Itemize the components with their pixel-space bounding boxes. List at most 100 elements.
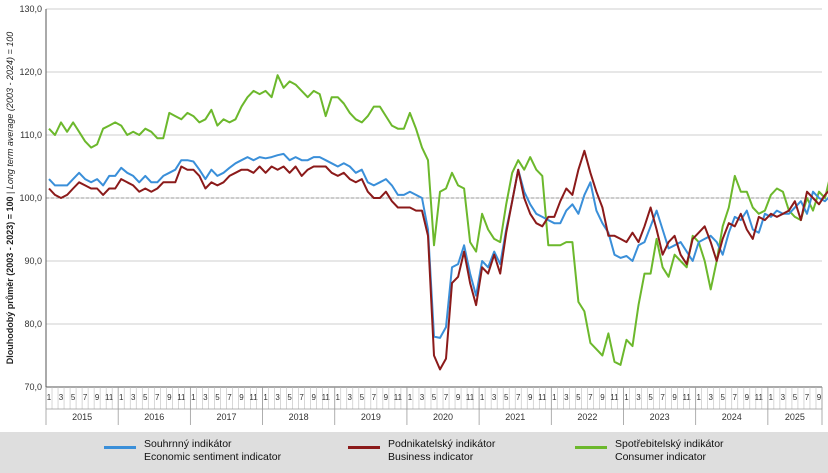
x-month-label: 5	[215, 393, 220, 402]
x-month-label: 7	[733, 393, 738, 402]
x-month-label: 1	[119, 393, 124, 402]
legend-swatch-business	[348, 446, 380, 449]
x-month-label: 7	[83, 393, 88, 402]
x-month-label: 9	[817, 393, 822, 402]
y-tick-label: 100,0	[19, 193, 42, 203]
x-month-label: 1	[336, 393, 341, 402]
x-month-label: 7	[299, 393, 304, 402]
x-month-label: 1	[769, 393, 774, 402]
x-year-label: 2024	[722, 412, 742, 422]
y-axis-label: Dlouhodobý průměr (2003 - 2023) = 100 | …	[5, 32, 15, 365]
line-chart: 1 3 5 7 9 11 1 3 5 7 9 11 1 3 5 7 9 11 1 3 5 7 9 11 1 3 5 7 9 11 1 3 5 7 9…	[5, 4, 828, 425]
y-tick-label: 110,0	[20, 130, 42, 140]
x-month-label: 9	[528, 393, 533, 402]
x-month-label: 5	[793, 393, 798, 402]
x-month-label: 9	[311, 393, 316, 402]
x-month-label: 1	[696, 393, 701, 402]
x-month-label: 1	[480, 393, 485, 402]
x-month-label: 5	[432, 393, 437, 402]
x-year-label: 2023	[650, 412, 670, 422]
grid	[46, 8, 822, 325]
x-month-label: 7	[155, 393, 160, 402]
x-month-label: 3	[564, 393, 569, 402]
x-year-label: 2018	[289, 412, 309, 422]
x-month-label: 5	[360, 393, 365, 402]
x-month-label: 1	[552, 393, 557, 402]
y-axis: 70,0 80,0 90,0 100,0 110,0 120,0 130,0	[19, 4, 47, 392]
y-axis-label-en: Long term average (2003 - 2024) = 100	[5, 32, 15, 189]
x-month-label: 5	[576, 393, 581, 402]
x-month-label: 3	[492, 393, 497, 402]
x-month-label: 3	[203, 393, 208, 402]
x-month-label: 9	[167, 393, 172, 402]
x-year-label: 2017	[216, 412, 236, 422]
x-month-label: 7	[805, 393, 810, 402]
x-month-label: 3	[708, 393, 713, 402]
legend-label-en: Economic sentiment indicator	[144, 451, 282, 463]
x-month-label: 7	[516, 393, 521, 402]
x-month-label: 3	[59, 393, 64, 402]
x-month-label: 7	[660, 393, 665, 402]
x-month-label: 11	[105, 393, 114, 402]
x-month-label: 1	[47, 393, 52, 402]
x-month-label: 3	[348, 393, 353, 402]
x-month-label: 11	[249, 393, 258, 402]
x-month-label: 9	[456, 393, 461, 402]
series-line-business	[48, 149, 828, 371]
legend-label-en: Consumer indicator	[615, 451, 707, 463]
x-month-label: 9	[95, 393, 100, 402]
x-month-label: 5	[143, 393, 148, 402]
x-year-label: 2021	[505, 412, 525, 422]
legend-text-business: Podnikatelský indikátor Business indicat…	[388, 438, 495, 464]
x-month-label: 9	[239, 393, 244, 402]
x-month-label: 3	[781, 393, 786, 402]
x-month-label: 11	[755, 393, 764, 402]
y-axis-label-sep: |	[5, 189, 15, 196]
x-month-label: 7	[372, 393, 377, 402]
x-month-label: 9	[384, 393, 389, 402]
x-year-label: 2022	[577, 412, 597, 422]
legend-text-economic: Souhrnný indikátor Economic sentiment in…	[144, 438, 281, 464]
x-month-label: 5	[71, 393, 76, 402]
x-month-label: 9	[600, 393, 605, 402]
x-month-label: 5	[721, 393, 726, 402]
x-month-label: 7	[227, 393, 232, 402]
x-month-label: 1	[191, 393, 196, 402]
y-tick-label: 130,0	[19, 4, 42, 14]
y-tick-label: 70,0	[24, 382, 42, 392]
x-year-label: 2015	[72, 412, 92, 422]
x-month-label: 11	[322, 393, 331, 402]
series-line-economic	[48, 152, 828, 339]
x-month-label: 9	[745, 393, 750, 402]
x-month-label: 11	[538, 393, 547, 402]
x-month-label: 5	[287, 393, 292, 402]
legend-label-cz: Podnikatelský indikátor	[388, 438, 496, 450]
x-month-label: 11	[610, 393, 619, 402]
legend-swatch-economic	[104, 446, 136, 449]
series-lines	[48, 74, 828, 371]
x-year-label: 2019	[361, 412, 381, 422]
x-month-label: 5	[648, 393, 653, 402]
y-axis-label-cz: Dlouhodobý průměr (2003 - 2023) = 100	[5, 196, 15, 364]
legend-label-cz: Spotřebitelský indikátor	[615, 438, 724, 450]
x-month-label: 3	[275, 393, 280, 402]
x-month-label: 5	[504, 393, 509, 402]
x-year-label: 2016	[144, 412, 164, 422]
x-month-label: 7	[444, 393, 449, 402]
x-year-label: 2020	[433, 412, 453, 422]
x-month-label: 11	[177, 393, 186, 402]
y-tick-label: 80,0	[24, 319, 42, 329]
series-line-consumer	[48, 74, 828, 366]
x-year-label: 2025	[785, 412, 805, 422]
x-month-label: 9	[672, 393, 677, 402]
legend-label-en: Business indicator	[388, 451, 474, 463]
legend-text-consumer: Spotřebitelský indikátor Consumer indica…	[615, 438, 724, 464]
legend-swatch-consumer	[575, 446, 607, 449]
x-month-label: 3	[636, 393, 641, 402]
x-month-label: 11	[682, 393, 691, 402]
y-tick-label: 90,0	[24, 256, 42, 266]
y-tick-label: 120,0	[19, 67, 42, 77]
x-month-label: 1	[263, 393, 268, 402]
legend-label-cz: Souhrnný indikátor	[144, 438, 232, 450]
